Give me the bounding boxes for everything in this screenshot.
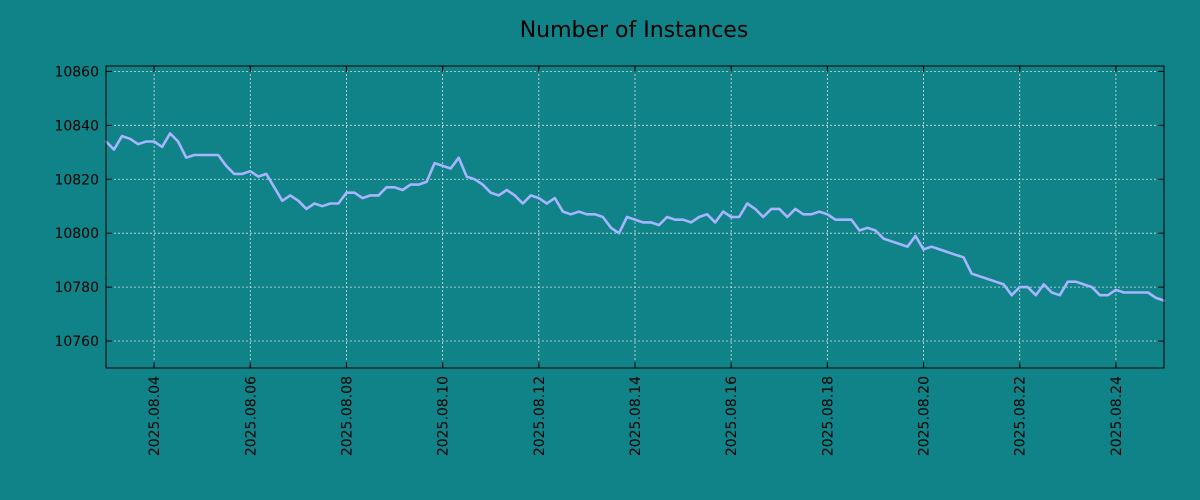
y-tick-label: 10760 bbox=[54, 334, 99, 350]
grid bbox=[106, 66, 1164, 368]
x-tick-label: 2025.08.06 bbox=[243, 376, 259, 456]
y-tick-label: 10860 bbox=[54, 64, 99, 80]
x-tick-label: 2025.08.16 bbox=[724, 376, 740, 456]
y-tick-label: 10780 bbox=[54, 280, 99, 296]
x-tick-label: 2025.08.08 bbox=[339, 376, 355, 456]
x-axis: 2025.08.04 2025.08.06 2025.08.08 2025.08.10… bbox=[147, 66, 1125, 456]
y-axis: 10760 10780 10800 10820 10840 10860 bbox=[54, 64, 1164, 350]
x-tick-label: 2025.08.04 bbox=[147, 376, 163, 456]
y-tick-label: 10800 bbox=[54, 226, 99, 242]
x-tick-label: 2025.08.22 bbox=[1013, 376, 1029, 456]
x-tick-label: 2025.08.20 bbox=[917, 376, 933, 456]
chart-title: Number of Instances bbox=[520, 18, 749, 43]
x-tick-label: 2025.08.14 bbox=[628, 376, 644, 456]
y-tick-label: 10840 bbox=[54, 118, 99, 134]
series-layer bbox=[104, 132, 1166, 302]
series-line bbox=[104, 132, 1166, 302]
x-tick-label: 2025.08.12 bbox=[532, 376, 548, 456]
x-tick-label: 2025.08.18 bbox=[820, 376, 836, 456]
x-tick-label: 2025.08.24 bbox=[1109, 376, 1125, 456]
y-tick-label: 10820 bbox=[54, 172, 99, 188]
x-tick-label: 2025.08.10 bbox=[436, 376, 452, 456]
